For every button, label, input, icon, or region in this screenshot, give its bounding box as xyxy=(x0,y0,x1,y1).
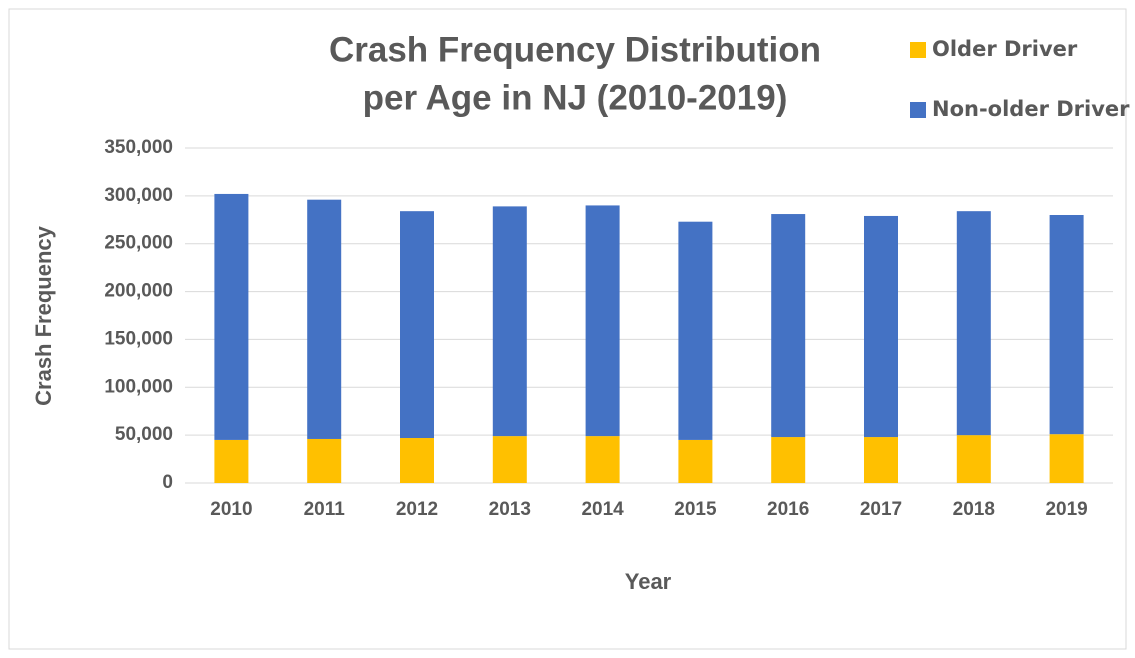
legend-label: Older Driver xyxy=(932,37,1078,61)
chart-title: per Age in NJ (2010-2019) xyxy=(363,78,788,117)
bar-segment xyxy=(771,437,806,483)
y-tick-label: 200,000 xyxy=(104,281,173,302)
y-tick-label: 300,000 xyxy=(104,185,173,206)
bar-segment xyxy=(585,436,620,483)
bar-segment xyxy=(492,206,527,437)
bar-segment xyxy=(864,215,898,438)
bar-segment xyxy=(1049,215,1084,435)
chart-title: Crash Frequency Distribution xyxy=(329,30,821,69)
legend-swatch xyxy=(910,42,926,58)
y-tick-label: 250,000 xyxy=(104,233,173,254)
x-axis-label: Year xyxy=(625,569,672,594)
x-tick-label: 2014 xyxy=(581,499,624,520)
bar-segment xyxy=(585,205,620,437)
bar-segment xyxy=(307,438,342,483)
y-tick-label: 150,000 xyxy=(104,328,173,349)
x-tick-label: 2017 xyxy=(860,499,902,520)
bar-segment xyxy=(956,435,991,483)
chart-border xyxy=(8,8,1127,650)
bar-segment xyxy=(307,199,342,439)
y-tick-label: 0 xyxy=(162,472,173,493)
bar-segment xyxy=(1049,434,1084,483)
bar-segment xyxy=(771,214,806,438)
y-tick-label: 350,000 xyxy=(104,137,173,158)
x-tick-label: 2010 xyxy=(210,499,252,520)
bar-segment xyxy=(678,439,713,483)
x-tick-label: 2011 xyxy=(304,499,346,520)
bar-segment xyxy=(214,193,249,440)
x-tick-label: 2012 xyxy=(396,499,438,520)
bar-segment xyxy=(400,438,434,483)
legend-label: Non-older Driver xyxy=(932,97,1130,121)
legend-swatch xyxy=(910,102,926,118)
bar-segment xyxy=(214,439,249,483)
bar-segment xyxy=(400,211,434,439)
x-tick-label: 2015 xyxy=(674,499,717,520)
y-axis-label: Crash Frequency xyxy=(31,225,56,405)
y-tick-label: 100,000 xyxy=(104,376,173,397)
x-tick-label: 2013 xyxy=(489,499,531,520)
y-tick-label: 50,000 xyxy=(115,424,173,445)
x-tick-label: 2016 xyxy=(767,499,809,520)
bar-segment xyxy=(864,437,898,483)
x-tick-label: 2018 xyxy=(953,499,995,520)
x-tick-label: 2019 xyxy=(1045,499,1087,520)
bar-segment xyxy=(956,211,991,436)
bar-segment xyxy=(678,221,713,440)
bar-segment xyxy=(492,436,527,483)
